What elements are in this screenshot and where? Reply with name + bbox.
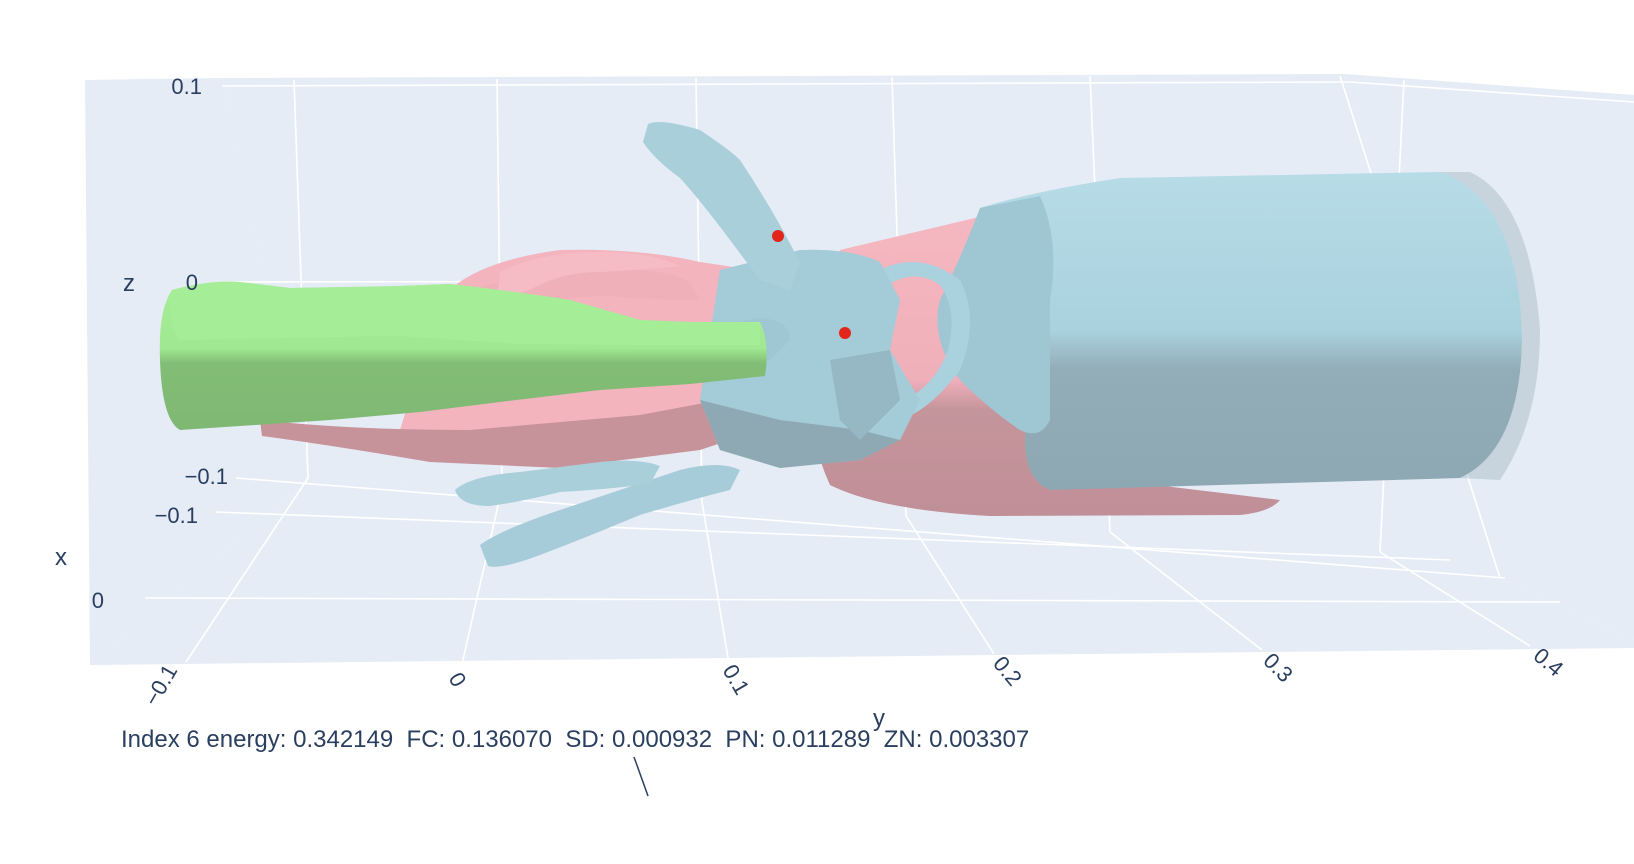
contact-points: [772, 230, 851, 339]
floor-pane: [90, 478, 1634, 665]
mesh-hand-pose-b: [455, 122, 1540, 567]
z-tick-label: 0: [186, 270, 198, 295]
annotation-arrow: [633, 756, 649, 797]
y-tick-label: −0.1: [139, 660, 182, 710]
blue-index-finger: [643, 122, 800, 290]
y-axis-title: y: [873, 705, 885, 732]
blue-palm-shade: [700, 400, 900, 468]
blue-connector: [937, 196, 1054, 434]
contact-point-1: [772, 230, 784, 242]
object-top-face: [170, 281, 760, 345]
pink-finger: [498, 252, 680, 295]
z-tick-label: 0.1: [171, 74, 202, 99]
x-axis-ticks: −0.1 0: [92, 503, 198, 613]
z-axis-ticks: 0.1 0 −0.1: [171, 74, 228, 489]
z-tick-label: −0.1: [185, 464, 228, 489]
y-tick-label: 0.3: [1258, 648, 1297, 687]
energy-annotation: Index 6 energy: 0.342149 FC: 0.136070 SD…: [121, 726, 1030, 753]
x-tick-label: 0: [92, 588, 104, 613]
blue-ring-joint: [880, 262, 970, 420]
x-axis-title: x: [55, 544, 67, 571]
blue-lower-finger-2: [455, 460, 660, 506]
contact-point-2: [839, 327, 851, 339]
blue-joint-bracket: [830, 350, 900, 440]
y-tick-label: 0.2: [988, 651, 1027, 691]
z-axis-title: z: [123, 270, 135, 297]
blue-lower-finger: [480, 465, 740, 567]
x-tick-label: −0.1: [155, 503, 198, 528]
pink-palm-shadow: [260, 400, 760, 468]
blue-wrist-cylinder: [980, 172, 1522, 490]
blue-wrist-end-shade: [1440, 172, 1540, 480]
mesh-object: [159, 281, 767, 430]
pink-wrist-cylinder: [807, 212, 1280, 516]
y-tick-label: 0: [444, 668, 472, 691]
y-tick-label: 0.1: [718, 660, 755, 699]
